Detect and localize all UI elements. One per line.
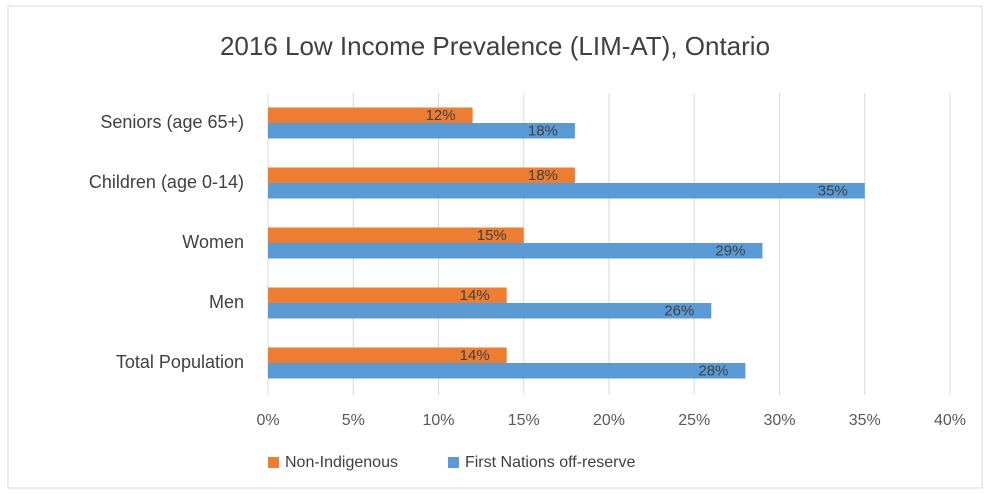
x-tick-label: 20% [593,412,625,429]
data-label: 14% [460,347,490,364]
data-label: 14% [460,287,490,304]
bar [268,107,473,123]
data-label: 12% [426,107,456,124]
y-tick-label: Seniors (age 65+) [100,112,244,132]
x-tick-label: 35% [849,412,881,429]
bar [268,123,575,139]
bar [268,287,507,303]
bar [268,347,507,363]
y-tick-label: Men [209,292,244,312]
bar [268,227,524,243]
data-label: 29% [715,243,745,260]
x-tick-label: 10% [422,412,454,429]
bar [268,243,763,259]
x-tick-label: 5% [342,412,365,429]
data-label: 18% [528,167,558,184]
x-tick-label: 0% [256,412,279,429]
data-label: 26% [664,303,694,320]
bar [268,303,712,319]
chart-title: 2016 Low Income Prevalence (LIM-AT), Ont… [220,31,770,61]
data-label: 18% [528,123,558,140]
data-label: 28% [698,363,728,380]
y-tick-label: Children (age 0-14) [89,172,244,192]
y-tick-label: Women [182,232,244,252]
bar [268,363,746,379]
legend-label: Non-Indigenous [285,454,398,471]
data-label: 15% [477,227,507,244]
data-label: 35% [818,183,848,200]
legend-label: First Nations off-reserve [465,454,636,471]
x-tick-label: 30% [763,412,795,429]
y-tick-label: Total Population [116,352,244,372]
x-tick-label: 15% [508,412,540,429]
x-tick-label: 40% [934,412,966,429]
bar [268,183,865,199]
legend-swatch [268,457,279,468]
x-tick-label: 25% [678,412,710,429]
legend-swatch [447,457,459,468]
bar [268,167,575,183]
